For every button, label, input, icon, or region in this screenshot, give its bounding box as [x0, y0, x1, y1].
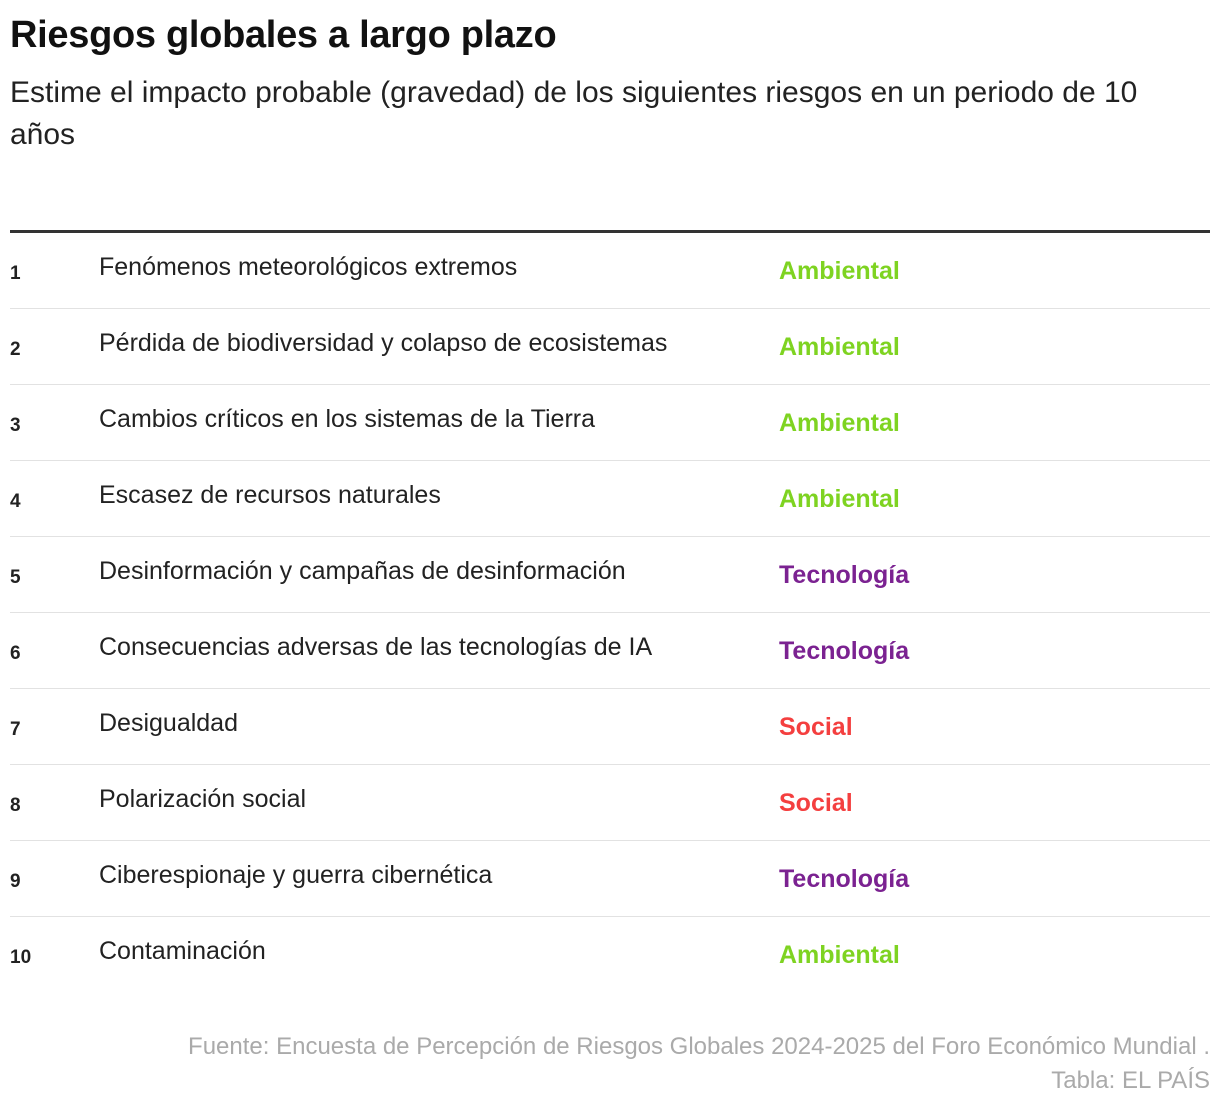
- table-row: 7 Desigualdad Social: [10, 689, 1210, 765]
- category-cell: Ambiental: [779, 485, 900, 513]
- category-cell: Ambiental: [779, 333, 900, 361]
- table-row: 5 Desinformación y campañas de desinforma…: [10, 537, 1210, 613]
- risk-cell: Consecuencias adversas de las tecnología…: [99, 633, 653, 661]
- chart-subtitle: Estime el impacto probable (gravedad) de…: [10, 76, 1138, 151]
- category-cell: Tecnología: [779, 637, 910, 665]
- risk-cell: Contaminación: [99, 937, 266, 965]
- risk-cell: Pérdida de biodiversidad y colapso de ec…: [99, 329, 668, 357]
- risk-cell: Escasez de recursos naturales: [99, 481, 441, 509]
- category-cell: Social: [779, 713, 853, 741]
- table-row: 8 Polarización social Social: [10, 765, 1210, 841]
- table-row: 2 Pérdida de biodiversidad y colapso de e…: [10, 309, 1210, 385]
- credit-note: Tabla: EL PAÍS: [1051, 1067, 1210, 1094]
- risk-cell: Desinformación y campañas de desinformac…: [99, 557, 626, 585]
- table-row: 3 Cambios críticos en los sistemas de la …: [10, 385, 1210, 461]
- category-cell: Ambiental: [779, 257, 900, 285]
- table-row: 1 Fenómenos meteorológicos extremos Ambien…: [10, 233, 1210, 309]
- risk-cell: Cambios críticos en los sistemas de la T…: [99, 405, 596, 433]
- rank-cell: 2: [10, 339, 21, 360]
- risk-table: 1 Fenómenos meteorológicos extremos Ambien…: [10, 230, 1210, 992]
- table-row: 9 Ciberespionaje y guerra cibernética Tecn…: [10, 841, 1210, 917]
- rank-cell: 9: [10, 871, 21, 892]
- risk-cell: Polarización social: [99, 785, 307, 813]
- risk-cell: Desigualdad: [99, 709, 238, 737]
- source-note: Fuente: Encuesta de Percepción de Riesgo…: [188, 1033, 1210, 1060]
- rank-cell: 6: [10, 643, 21, 664]
- chart-title: Riesgos globales a largo plazo: [10, 14, 557, 56]
- risk-cell: Fenómenos meteorológicos extremos: [99, 253, 518, 281]
- risk-cell: Ciberespionaje y guerra cibernética: [99, 861, 493, 889]
- rank-cell: 1: [10, 263, 21, 284]
- chart-footer: Fuente: Encuesta de Percepción de Riesgo…: [188, 1030, 1210, 1098]
- rank-cell: 5: [10, 567, 21, 588]
- category-cell: Ambiental: [779, 409, 900, 437]
- table-row: 4 Escasez de recursos naturales Ambiental: [10, 461, 1210, 537]
- rank-cell: 7: [10, 719, 21, 740]
- rank-cell: 10: [10, 947, 32, 968]
- category-cell: Social: [779, 789, 853, 817]
- rank-cell: 4: [10, 491, 21, 512]
- table-row: 10 Contaminación Ambiental: [10, 917, 1210, 992]
- category-cell: Ambiental: [779, 941, 900, 969]
- rank-cell: 3: [10, 415, 21, 436]
- category-cell: Tecnología: [779, 561, 910, 589]
- category-cell: Tecnología: [779, 865, 910, 893]
- rank-cell: 8: [10, 795, 21, 816]
- table-row: 6 Consecuencias adversas de las tecnologí…: [10, 613, 1210, 689]
